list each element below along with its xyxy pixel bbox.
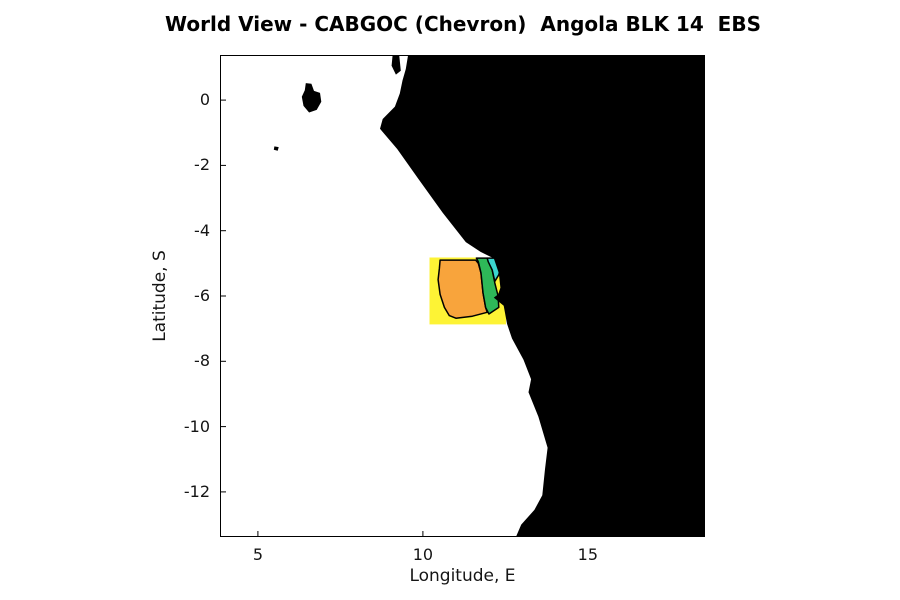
island-small-island xyxy=(273,146,279,151)
mainland-landmass xyxy=(380,55,705,537)
y-tick-label: -10 xyxy=(183,416,210,436)
map-plot-area: 5 10 15 0 -2 -4 -6 -8 -10 -12 xyxy=(184,55,705,564)
x-tick-label: 10 xyxy=(412,545,434,564)
y-tick-label: 0 xyxy=(199,90,210,110)
y-tick-label: -12 xyxy=(183,481,210,501)
island-large-island xyxy=(301,83,322,113)
y-tick-label: -4 xyxy=(194,220,210,240)
x-tick-label: 5 xyxy=(252,545,264,564)
island-coastal-strip xyxy=(391,55,401,75)
x-axis-label: Longitude, E xyxy=(409,566,516,586)
figure-title: World View - CABGOC (Chevron) Angola BLK… xyxy=(165,12,761,36)
x-tick-label: 15 xyxy=(577,545,599,564)
y-tick-label: -8 xyxy=(194,351,210,371)
y-tick-label: -6 xyxy=(194,286,210,305)
world-view-map xyxy=(220,55,705,537)
y-tick-label: -2 xyxy=(194,155,210,175)
